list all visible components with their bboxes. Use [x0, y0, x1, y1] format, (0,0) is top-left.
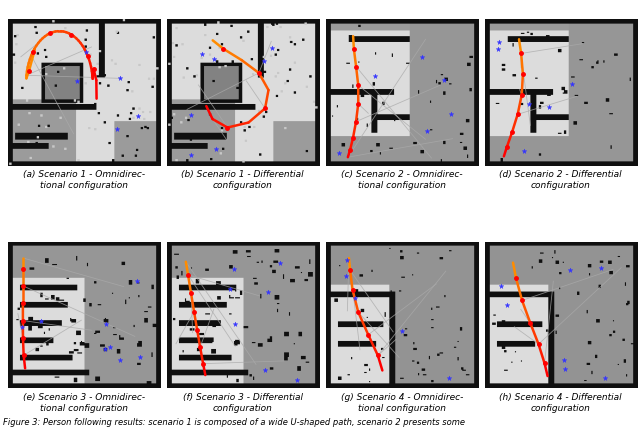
Text: (h) Scenario 4 - Differential
configuration: (h) Scenario 4 - Differential configurat…	[499, 393, 622, 413]
Point	[260, 366, 271, 373]
Point	[438, 76, 449, 83]
Point	[17, 323, 27, 330]
Point	[72, 78, 82, 85]
Point	[186, 151, 196, 158]
Point	[417, 54, 428, 60]
Text: (b) Scenario 1 - Differential
configuration: (b) Scenario 1 - Differential configurat…	[181, 170, 304, 190]
Point	[502, 301, 513, 308]
Point	[444, 375, 454, 381]
Point	[565, 266, 575, 273]
Point	[397, 327, 407, 334]
Point	[494, 39, 504, 45]
Point	[446, 111, 456, 118]
Point	[544, 104, 554, 111]
Point	[342, 256, 352, 263]
Text: Figure 3: Person following results: scenario 1 is composed of a wide U-shaped pa: Figure 3: Person following results: scen…	[3, 418, 465, 427]
Text: (d) Scenario 2 - Differential
configuration: (d) Scenario 2 - Differential configurat…	[499, 170, 622, 190]
Point	[132, 278, 142, 285]
Point	[105, 344, 115, 351]
Point	[341, 272, 351, 279]
Point	[422, 127, 432, 134]
Point	[268, 45, 278, 51]
Text: (e) Scenario 3 - Omnidirec-
tional configuration: (e) Scenario 3 - Omnidirec- tional confi…	[22, 393, 145, 413]
Point	[133, 112, 143, 119]
Point	[134, 353, 145, 360]
Point	[600, 375, 611, 382]
Point	[115, 356, 125, 363]
Point	[334, 149, 344, 156]
Point	[113, 126, 123, 133]
Point	[229, 265, 239, 272]
Point	[560, 366, 570, 373]
Point	[262, 289, 273, 296]
Point	[186, 112, 196, 118]
Point	[524, 100, 534, 107]
Point	[230, 321, 241, 328]
Point	[292, 377, 302, 384]
Point	[99, 346, 109, 353]
Text: (f) Scenario 3 - Differential
configuration: (f) Scenario 3 - Differential configurat…	[183, 393, 303, 413]
Text: (g) Scenario 4 - Omnidirec-
tional configuration: (g) Scenario 4 - Omnidirec- tional confi…	[340, 393, 463, 413]
Point	[115, 74, 125, 81]
Point	[370, 73, 380, 79]
Point	[81, 48, 91, 55]
Point	[559, 356, 569, 363]
Point	[211, 146, 221, 153]
Point	[349, 295, 360, 302]
Point	[209, 55, 219, 62]
Point	[225, 286, 236, 293]
Point	[566, 81, 577, 88]
Text: (c) Scenario 2 - Omnidirec-
tional configuration: (c) Scenario 2 - Omnidirec- tional confi…	[341, 170, 463, 190]
Point	[493, 45, 504, 52]
Point	[275, 260, 285, 266]
Point	[519, 148, 529, 155]
Point	[35, 317, 45, 324]
Point	[259, 58, 269, 65]
Point	[495, 282, 506, 289]
Point	[197, 51, 207, 58]
Point	[596, 264, 606, 271]
Text: (a) Scenario 1 - Omnidirec-
tional configuration: (a) Scenario 1 - Omnidirec- tional confi…	[22, 170, 145, 190]
Point	[101, 321, 111, 328]
